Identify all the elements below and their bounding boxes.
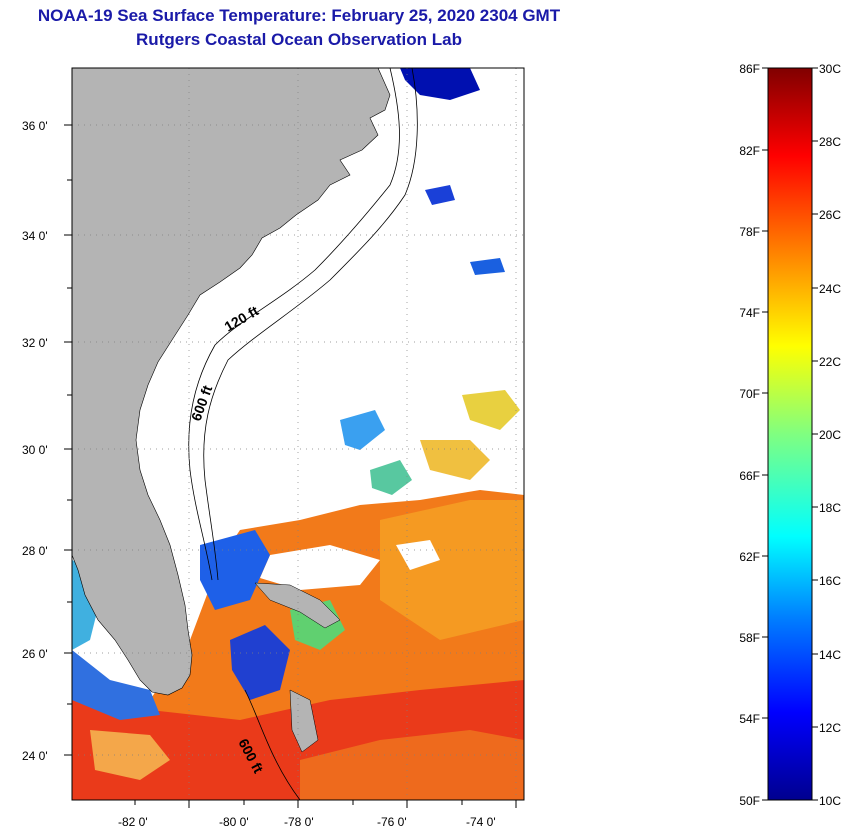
lon-label: -78 0' bbox=[284, 815, 314, 829]
map-subtitle: Rutgers Coastal Ocean Observation Lab bbox=[136, 30, 462, 49]
colorbar-c-label: 12C bbox=[819, 721, 841, 735]
colorbar-f-label: 54F bbox=[739, 712, 760, 726]
colorbar-f-label: 86F bbox=[739, 62, 760, 76]
lat-label: 34 0' bbox=[22, 229, 48, 243]
colorbar-f-label: 74F bbox=[739, 306, 760, 320]
lon-label: -74 0' bbox=[466, 815, 496, 829]
bahamas-islands bbox=[254, 582, 341, 629]
lat-label: 26 0' bbox=[22, 647, 48, 661]
colorbar-f-label: 50F bbox=[739, 794, 760, 808]
bathymetry-contour-120ft bbox=[188, 68, 400, 581]
lat-label: 28 0' bbox=[22, 544, 48, 558]
colorbar-c-label: 26C bbox=[819, 208, 841, 222]
map-grid bbox=[72, 68, 524, 800]
colorbar-f-label: 82F bbox=[739, 144, 760, 158]
colorbar-c-label: 28C bbox=[819, 135, 841, 149]
colorbar-gradient bbox=[767, 67, 813, 801]
map-title: NOAA-19 Sea Surface Temperature: Februar… bbox=[37, 6, 561, 25]
axis-ticks bbox=[64, 124, 517, 808]
colorbar-f-label: 66F bbox=[739, 469, 760, 483]
lat-label: 24 0' bbox=[22, 749, 48, 763]
colorbar-c-label: 14C bbox=[819, 648, 841, 662]
lat-label: 32 0' bbox=[22, 336, 48, 350]
colorbar-c-label: 18C bbox=[819, 501, 841, 515]
andros-island bbox=[289, 689, 319, 753]
colorbar-c-label: 20C bbox=[819, 428, 841, 442]
colorbar-c-label: 30C bbox=[819, 62, 841, 76]
colorbar-f-label: 62F bbox=[739, 550, 760, 564]
bathymetry-contour-600ft bbox=[203, 68, 418, 581]
colorbar-c-label: 24C bbox=[819, 282, 841, 296]
colorbar-f-label: 58F bbox=[739, 631, 760, 645]
lon-label: -80 0' bbox=[219, 815, 249, 829]
lat-label: 30 0' bbox=[22, 443, 48, 457]
temperature-colorbar: 86F 82F 78F 74F 70F 66F 62F 58F 54F 50F … bbox=[739, 62, 841, 808]
lon-label: -76 0' bbox=[377, 815, 407, 829]
bathymetry-contour-600ft-south bbox=[244, 689, 301, 800]
colorbar-f-label: 70F bbox=[739, 387, 760, 401]
colorbar-c-label: 22C bbox=[819, 355, 841, 369]
colorbar-f-label: 78F bbox=[739, 225, 760, 239]
colorbar-c-label: 10C bbox=[819, 794, 841, 808]
lat-label: 36 0' bbox=[22, 119, 48, 133]
lon-label: -82 0' bbox=[118, 815, 148, 829]
colorbar-c-label: 16C bbox=[819, 574, 841, 588]
sst-data-layer bbox=[72, 68, 524, 800]
land-mass bbox=[72, 68, 391, 696]
